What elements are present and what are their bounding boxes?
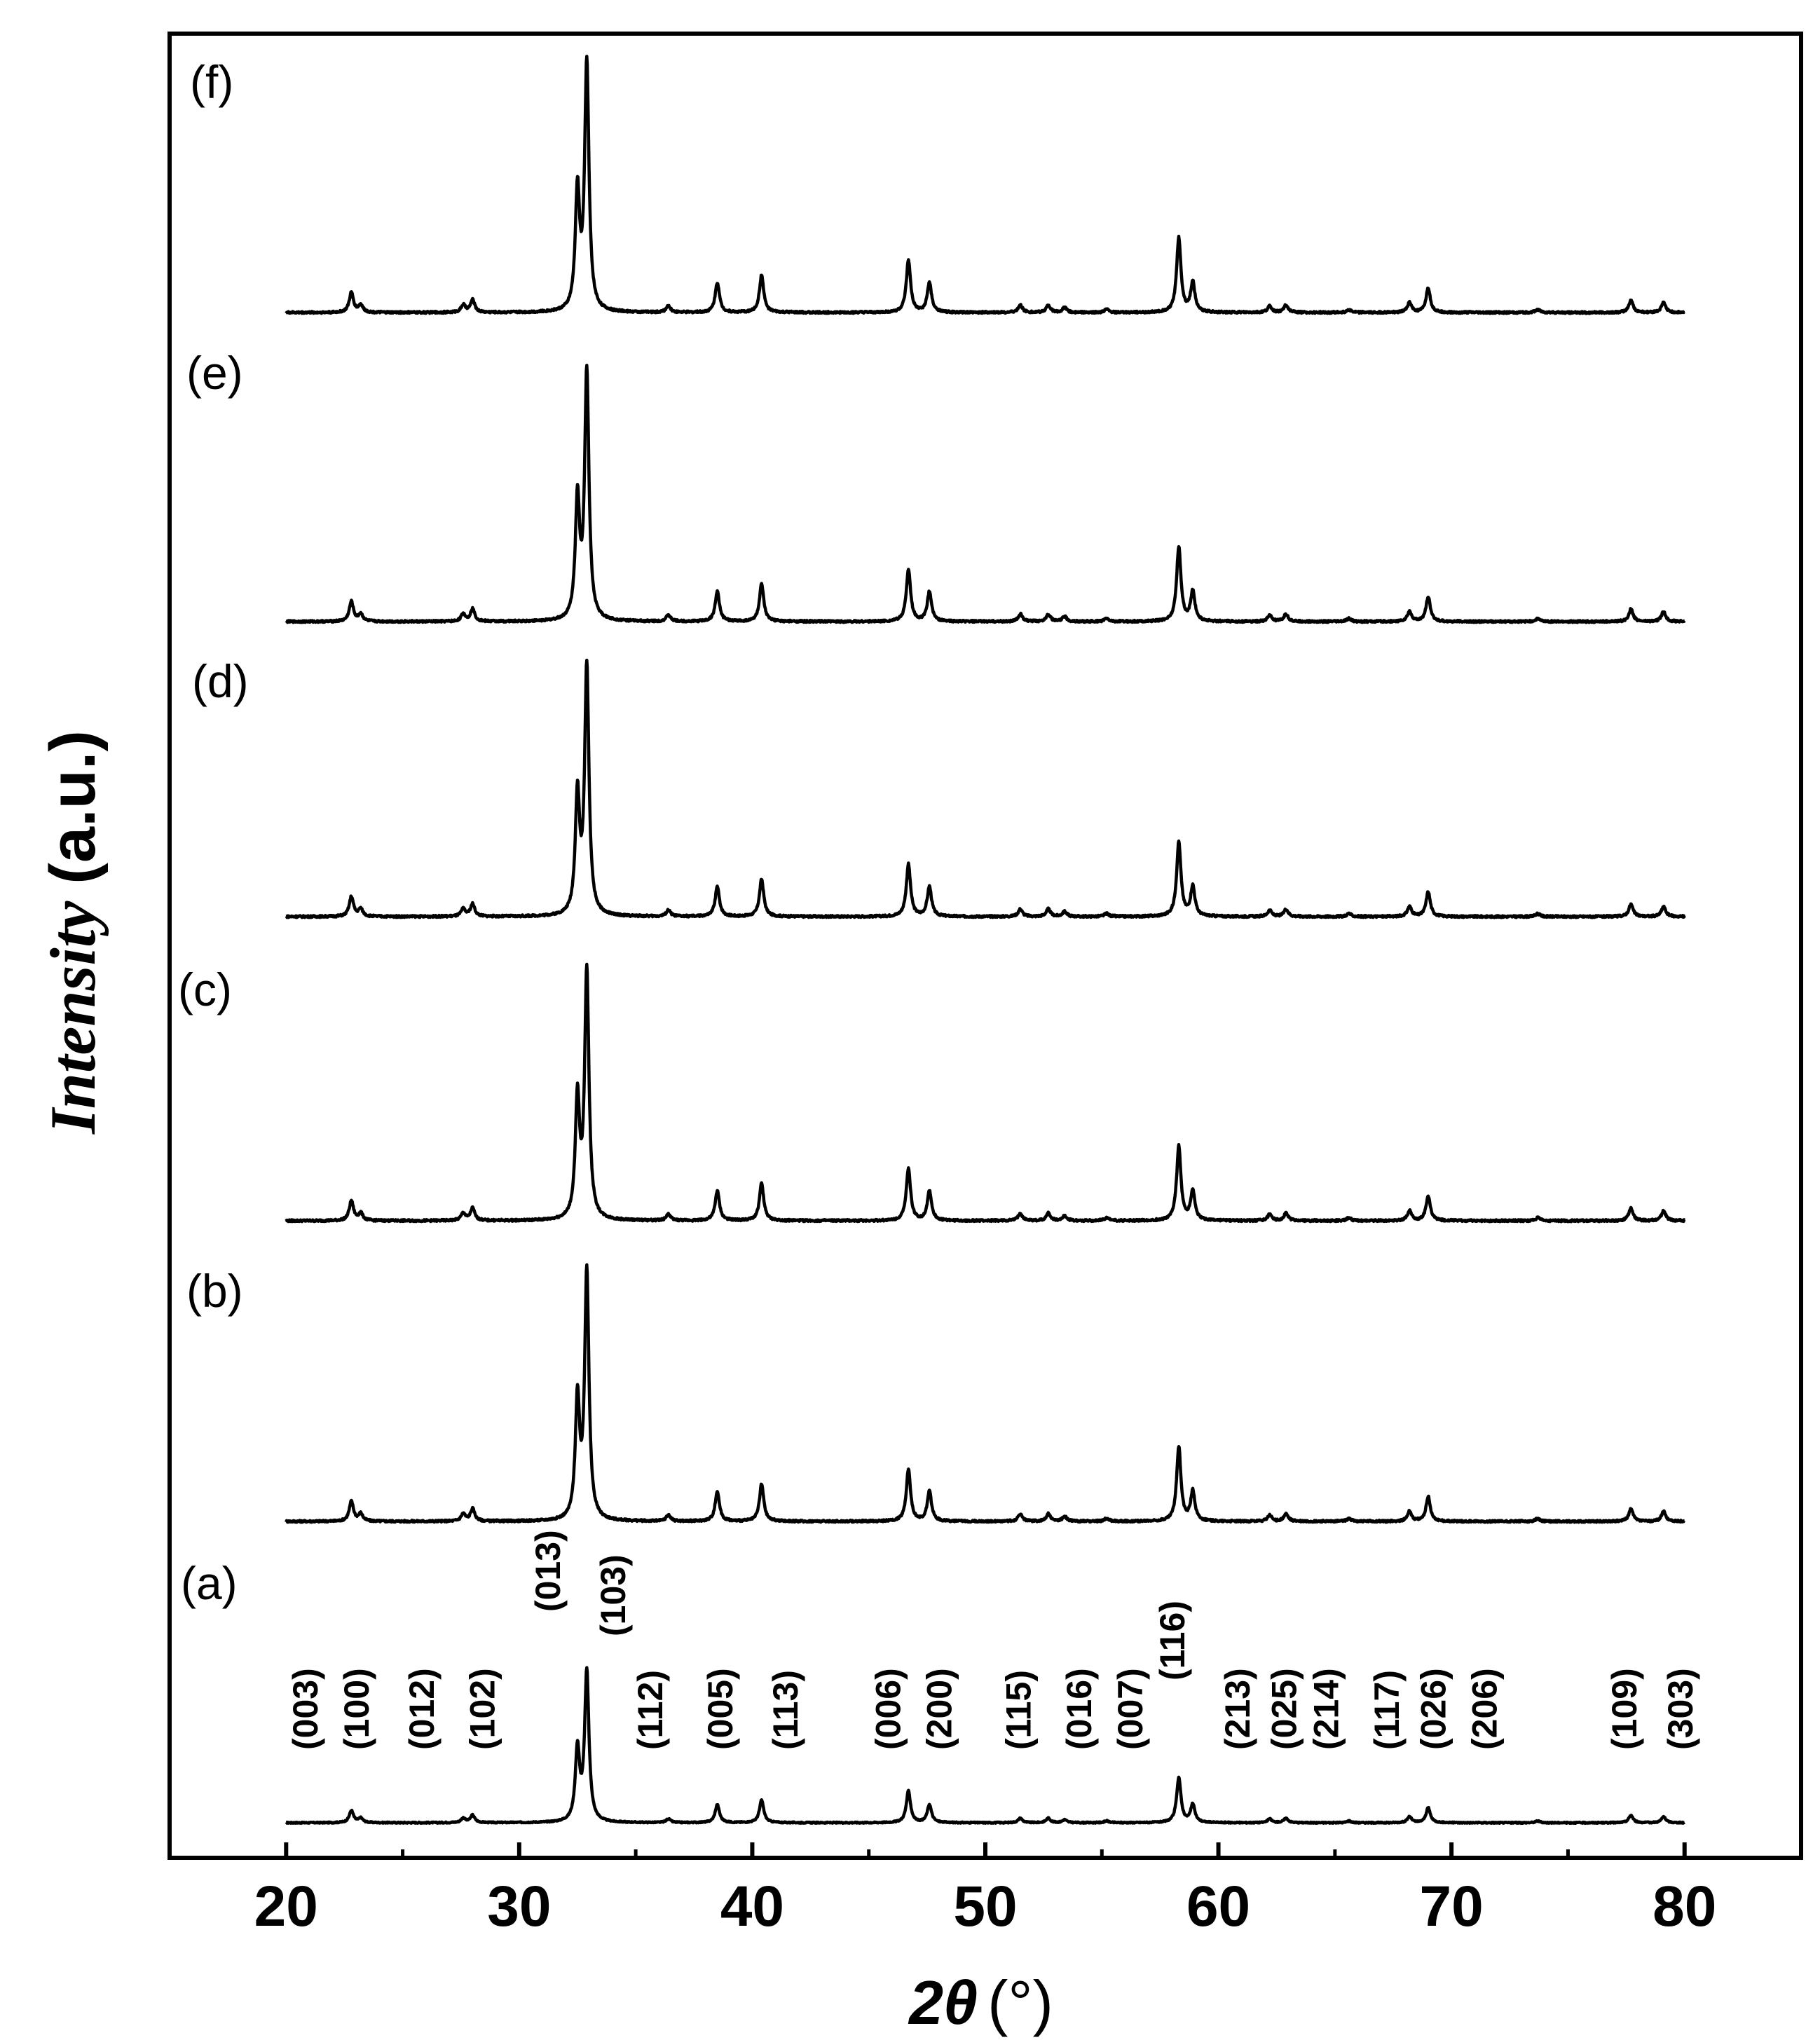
hkl-label: (007) (1111, 1668, 1150, 1750)
hkl-label: (013) (528, 1530, 568, 1612)
y-axis-unit: (a.u.) (37, 730, 109, 884)
hkl-label: (005) (701, 1668, 740, 1750)
series-label-d: (d) (192, 655, 249, 707)
x-axis-unit: (°) (987, 1968, 1053, 2037)
x-tick-label: 80 (1653, 1875, 1716, 1938)
hkl-label: (103) (594, 1554, 633, 1636)
hkl-label: (206) (1465, 1668, 1505, 1750)
x-tick-label: 70 (1420, 1875, 1484, 1938)
hkl-label: (003) (286, 1668, 325, 1750)
series-label-c: (c) (178, 964, 232, 1015)
xrd-curve-f (285, 55, 1686, 315)
xrd-curve-a (285, 1666, 1686, 1826)
hkl-label: (303) (1661, 1668, 1700, 1750)
hkl-label: (116) (1153, 1601, 1192, 1680)
xrd-curve-e (285, 364, 1686, 624)
panel-labels-layer: (a) (b) (c) (d) (e) (f) (178, 56, 249, 1609)
hkl-label: (115) (999, 1670, 1039, 1750)
xrd-curve-b (285, 1263, 1686, 1524)
plot-frame (167, 32, 1803, 1860)
hkl-label: (016) (1060, 1668, 1099, 1750)
series-label-e: (e) (186, 347, 243, 399)
series-label-f: (f) (190, 56, 233, 108)
x-axis-symbol: 2θ (908, 1968, 978, 2037)
xrd-curve-d (285, 658, 1686, 919)
curves-layer (285, 55, 1686, 1826)
x-tick-label: 30 (487, 1875, 551, 1938)
x-tick-label: 50 (953, 1875, 1017, 1938)
hkl-labels-layer: (003) (100) (012) (102) (013) (103) (112) (005)… (286, 1530, 1700, 1750)
xrd-curve-c (285, 962, 1686, 1224)
y-axis-label: Intensity (a.u.) (37, 730, 109, 1135)
hkl-label: (213) (1218, 1668, 1257, 1750)
hkl-label: (112) (631, 1670, 670, 1750)
hkl-label: (214) (1307, 1668, 1346, 1750)
x-tick-label: 40 (720, 1875, 784, 1938)
hkl-label: (026) (1414, 1668, 1453, 1750)
hkl-label: (102) (463, 1668, 502, 1750)
x-ticks-layer: 20 30 40 50 60 70 80 (167, 1842, 1803, 1938)
hkl-label: (109) (1605, 1668, 1644, 1750)
hkl-label: (113) (766, 1670, 805, 1750)
hkl-label: (117) (1367, 1670, 1407, 1750)
hkl-label: (006) (868, 1668, 908, 1750)
y-axis-title: Intensity (37, 901, 109, 1135)
x-tick-label: 20 (254, 1875, 318, 1938)
x-tick-label: 60 (1186, 1875, 1250, 1938)
series-label-b: (b) (186, 1265, 243, 1317)
x-axis-label: 2θ (°) (908, 1968, 1053, 2037)
hkl-label: (200) (920, 1668, 959, 1750)
hkl-label: (012) (402, 1668, 442, 1750)
hkl-label: (025) (1265, 1668, 1304, 1750)
hkl-label: (100) (337, 1668, 376, 1750)
series-label-a: (a) (181, 1557, 238, 1609)
